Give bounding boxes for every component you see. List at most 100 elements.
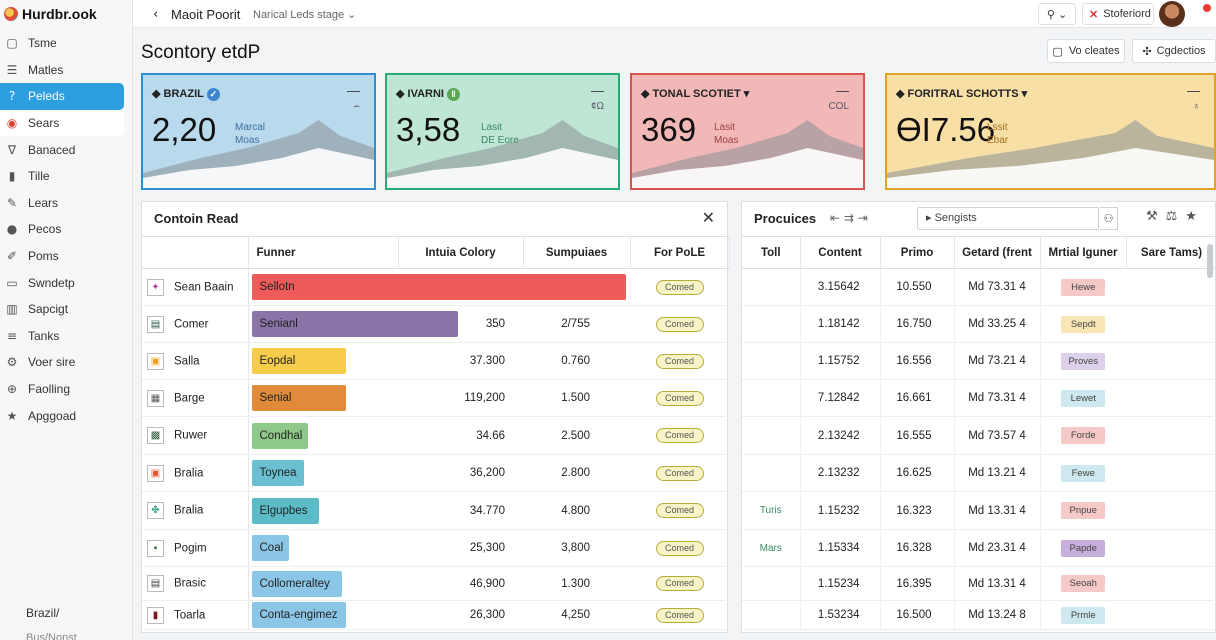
sidebar-item-0[interactable]: ▢ Tsme: [0, 30, 124, 57]
row-bar[interactable]: Collomeraltey: [251, 570, 342, 597]
status-badge[interactable]: Comed: [655, 353, 704, 369]
table-row[interactable]: Mars 1.15334 16.328 Md 23.31 4 Papde: [742, 529, 1216, 567]
table-row[interactable]: ▣ Salla Eopdal 37.300 0.760 Comed: [142, 342, 729, 380]
column-header[interactable]: Toll: [742, 236, 801, 269]
status-badge[interactable]: Comed: [655, 390, 704, 406]
breadcrumb-title[interactable]: Maoit Poorit: [171, 7, 241, 22]
row-bar[interactable]: Senianl: [251, 311, 458, 337]
notification-dot-icon[interactable]: [1203, 4, 1211, 12]
sidebar-item-11[interactable]: ≡ Tanks: [0, 323, 124, 350]
brand[interactable]: Hurdbr.ook: [0, 0, 132, 28]
sidebar-item-8[interactable]: ✐ Poms: [0, 243, 124, 270]
sidebar-item-6[interactable]: ✎ Lears: [0, 190, 124, 217]
column-header[interactable]: Content: [800, 236, 881, 269]
column-header[interactable]: Intuia Colory: [398, 236, 524, 269]
status-chip[interactable]: Sepdt: [1061, 315, 1106, 333]
column-header[interactable]: Getard (frent: [954, 236, 1041, 269]
status-badge[interactable]: Comed: [655, 465, 704, 481]
stat-card-0[interactable]: ◆ BRAZIL ✓ — ⌢ 2,20 Marcal Moas: [141, 73, 376, 190]
table-row[interactable]: 2.13242 16.555 Md 73.57 4 Forde: [742, 416, 1216, 455]
table-row[interactable]: 1.53234 16.500 Md 13.24 8 Prmle: [742, 600, 1216, 630]
minimize-icon[interactable]: —: [347, 83, 360, 98]
table-row[interactable]: 1.15752 16.556 Md 73.21 4 Proves: [742, 342, 1216, 380]
status-chip[interactable]: Pnpue: [1061, 502, 1106, 519]
row-bar[interactable]: Eopdal: [251, 348, 346, 374]
close-icon[interactable]: ✕: [701, 208, 715, 227]
table-row[interactable]: 2.13232 16.625 Md 13.21 4 Fewe: [742, 454, 1216, 492]
table-row[interactable]: 1.15234 16.395 Md 13.31 4 Seoah: [742, 566, 1216, 601]
row-bar[interactable]: Elgupbes: [251, 497, 319, 524]
column-header[interactable]: Sare Tams): [1126, 236, 1216, 269]
status-chip[interactable]: Forde: [1061, 427, 1106, 444]
stat-card-3[interactable]: ◆ FORITRAL SCHOTTS ▾ — ♁ ƟI7.56 Lssit Ebar: [885, 73, 1216, 190]
row-bar[interactable]: Toynea: [251, 460, 304, 486]
sidebar-item-9[interactable]: ▭ Swndetp: [0, 269, 124, 296]
sidebar-item-1[interactable]: ☰ Matles: [0, 57, 124, 84]
status-badge[interactable]: Comed: [655, 576, 704, 591]
table-row[interactable]: ▩ Ruwer Condhal 34.66 2.500 Comed: [142, 416, 729, 455]
profile-button[interactable]: ✕ Stoferiord: [1082, 3, 1154, 25]
stat-card-2[interactable]: ◆ TONAL SCOTIET ▾ — COL 369 Lasit Moas: [630, 73, 865, 190]
sidebar-item-12[interactable]: ⚙ Voer sire: [0, 349, 124, 376]
table-row[interactable]: ▣ Bralia Toynea 36,200 2.800 Comed: [142, 454, 729, 492]
scrollbar-thumb[interactable]: [1207, 244, 1213, 278]
connections-button[interactable]: ✣ Cgdectios: [1132, 39, 1216, 63]
table-row[interactable]: ✤ Bralia Elgupbes 34.770 4.800 Comed: [142, 491, 729, 530]
table-row[interactable]: ✦Sean BaainSellotn4.061 X05Comed: [142, 268, 729, 306]
sidebar-item-4[interactable]: ∇ Banaced: [0, 136, 124, 163]
status-badge[interactable]: Comed: [655, 503, 704, 518]
column-header[interactable]: Funner: [248, 236, 399, 269]
status-chip[interactable]: Proves: [1061, 352, 1106, 370]
table-row[interactable]: 7.12842 16.661 Md 73.31 4 Lewet: [742, 379, 1216, 417]
sidebar-footer-secondary[interactable]: Bus/Nonst: [26, 632, 77, 640]
column-header[interactable]: [142, 236, 249, 269]
column-header[interactable]: Mrtial Iguner: [1040, 236, 1127, 269]
pin-dropdown-button[interactable]: ⚲ ⌄: [1038, 3, 1076, 25]
column-header[interactable]: Sumpuiaes: [523, 236, 631, 269]
pagination-icons[interactable]: ⇤ ⇉ ⇥: [830, 211, 868, 225]
status-badge[interactable]: Comed: [655, 607, 704, 623]
stage-dropdown[interactable]: Narical Leds stage ⌄: [253, 9, 357, 21]
status-chip[interactable]: Fewe: [1061, 464, 1106, 482]
table-row[interactable]: ▤ Comer Senianl 350 2/755 Comed: [142, 305, 729, 343]
column-header[interactable]: For PoLE: [630, 236, 730, 269]
sidebar-item-5[interactable]: ▮ Tille: [0, 163, 124, 190]
table-row[interactable]: Turis 1.15232 16.323 Md 13.31 4 Pnpue: [742, 491, 1216, 530]
row-bar[interactable]: Coal: [251, 535, 289, 561]
sidebar-item-14[interactable]: ★ Apggoad: [0, 402, 124, 429]
sidebar-item-10[interactable]: ▥ Sapcigt: [0, 296, 124, 323]
minimize-icon[interactable]: —: [836, 83, 849, 98]
table-row[interactable]: ▦ Barge Senial 119,200 1.500 Comed: [142, 379, 729, 417]
column-header[interactable]: Primo: [880, 236, 955, 269]
back-icon[interactable]: ‹: [153, 7, 159, 22]
minimize-icon[interactable]: —: [1187, 83, 1200, 98]
table-row[interactable]: 3.15642 10.550 Md 73.31 4 Hewe: [742, 268, 1216, 306]
row-bar[interactable]: Conta-engimez: [251, 602, 346, 628]
status-badge[interactable]: Comed: [655, 540, 704, 556]
row-bar[interactable]: Sellotn: [251, 274, 626, 300]
minimize-icon[interactable]: —: [591, 83, 604, 98]
stat-card-1[interactable]: ◆ IVARNI ǁ — ¢Ω 3,58 Lasit DE Eore: [385, 73, 620, 190]
sidebar-item-2[interactable]: ? Peleds: [0, 83, 124, 110]
search-input[interactable]: ▸ Sengists: [917, 207, 1099, 230]
table-row[interactable]: 1.18142 16.750 Md 33.25 4 Sepdt: [742, 305, 1216, 343]
status-chip[interactable]: Lewet: [1061, 389, 1106, 407]
status-chip[interactable]: Prmle: [1061, 606, 1106, 624]
table-row[interactable]: ▤ Brasic Collomeraltey 46,900 1.300 Comed: [142, 566, 729, 601]
tools-icons[interactable]: ⚒⚖★: [1146, 209, 1205, 224]
status-badge[interactable]: Comed: [655, 316, 704, 332]
sidebar-item-3[interactable]: ◉ Sears: [0, 109, 124, 137]
table-row[interactable]: ▮ Toarla Conta-engimez 26,300 4,250 Comed: [142, 600, 729, 630]
status-chip[interactable]: Papde: [1061, 539, 1106, 557]
table-row[interactable]: ▪ Pogim Coal 25,300 3,800 Comed: [142, 529, 729, 567]
avatar[interactable]: [1159, 1, 1185, 27]
sidebar-item-13[interactable]: ⊕ Faolling: [0, 376, 124, 403]
status-badge[interactable]: Comed: [655, 428, 704, 443]
sidebar-footer[interactable]: Brazil/: [26, 606, 60, 620]
status-badge[interactable]: Comed: [655, 279, 704, 295]
user-icon[interactable]: ⚇: [1100, 207, 1118, 230]
status-chip[interactable]: Hewe: [1061, 278, 1106, 296]
status-chip[interactable]: Seoah: [1061, 575, 1106, 592]
sidebar-item-7[interactable]: ● Pecos: [0, 216, 124, 243]
row-bar[interactable]: Senial: [251, 385, 346, 411]
